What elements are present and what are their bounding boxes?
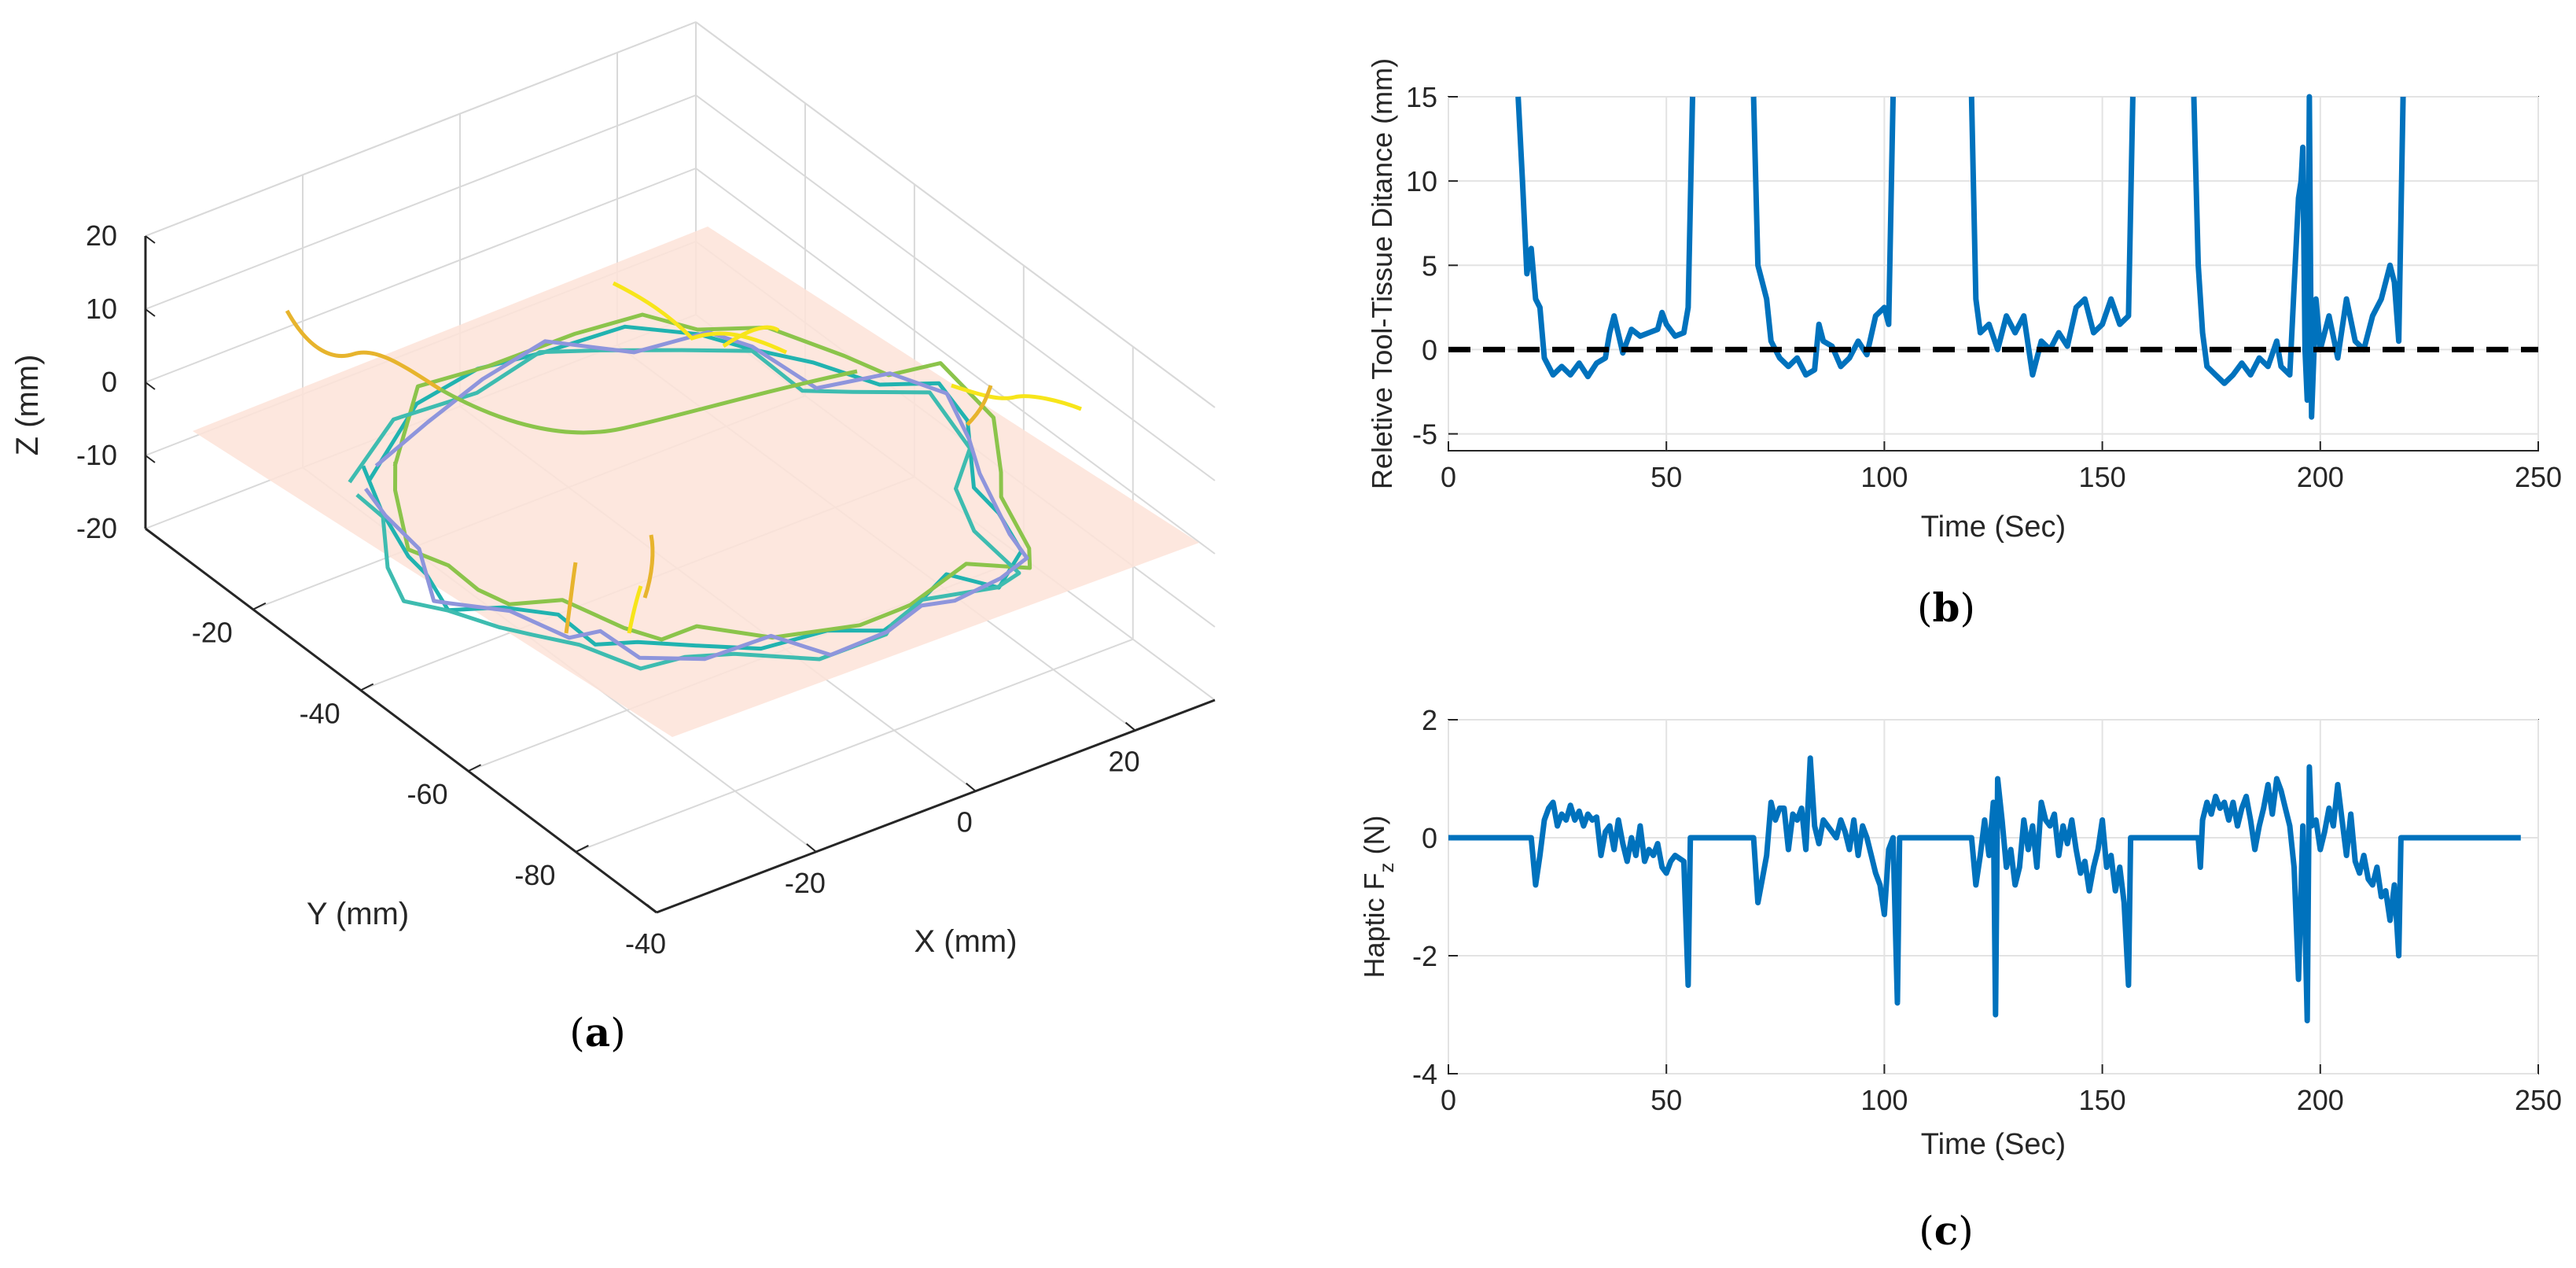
panel-a-zgrid-left [145, 168, 697, 383]
panel-a-zgrid-right [695, 168, 1216, 555]
panel-a-ztick-mark [145, 382, 156, 390]
panel-a-trajectory-pass-2 [392, 312, 1032, 642]
panel-a-tool-excursion [722, 325, 780, 348]
panel-a-ztick-label: 20 [86, 219, 117, 252]
panel-a-tool-excursion [285, 309, 442, 392]
panel-c-xtick-label: 100 [1860, 1084, 1908, 1116]
panel-a-ytick-mark [252, 602, 267, 610]
panel-c-xlabel: Time (Sec) [1921, 1128, 2066, 1161]
panel-a-tool-excursion [951, 383, 1082, 411]
panel-b-series-distance-segment-4 [2191, 94, 2406, 420]
panel-b-series [1448, 94, 2538, 420]
panel-c-xtick-label: 250 [2515, 1084, 2562, 1116]
panel-b-ylabel: Reletive Tool-Tissue Ditance (mm) [1366, 58, 1398, 489]
panel-a-ytick-label: -20 [192, 617, 233, 649]
panel-a-ztick-label: -20 [76, 512, 117, 544]
panel-c-ylabel: Haptic Fz (N) [1358, 815, 1398, 978]
panel-a-ztick-mark [145, 235, 156, 244]
panel-c-ylabel-main: Haptic F [1358, 872, 1390, 978]
panel-a-ytick-label: -80 [514, 859, 555, 891]
panel-a-ytick-mark [575, 845, 589, 853]
panel-c-ylabel-tail: (N) [1358, 815, 1390, 862]
panel-c-series [1448, 755, 2521, 1023]
panel-b-ytick-label: 10 [1406, 165, 1437, 197]
panel-b-caption: (b) [1917, 584, 1975, 631]
panel-c-ytick-label: -2 [1412, 940, 1437, 972]
panel-a-box-top-right [695, 21, 1216, 408]
panel-b-ytick-label: -5 [1412, 418, 1437, 451]
panel-a-ytick-mark [468, 764, 481, 772]
panel-c-ytick-label: 0 [1422, 822, 1437, 854]
panel-a-box-top-left [145, 21, 697, 237]
panel-b-xtick-label: 0 [1441, 461, 1456, 493]
panel-c-ytick-label: -4 [1412, 1058, 1437, 1090]
panel-a-trajectory-pass-3 [348, 348, 1021, 671]
panel-a-xtick-label: 0 [957, 806, 973, 839]
panel-a-tick-labels: 20 10 0 -10 -20 -20 -40 -60 -80 -40 -20 0 20 [76, 219, 1140, 960]
panel-a-xtick-mark [966, 782, 977, 792]
panel-b-xlabel: Time (Sec) [1921, 511, 2066, 544]
panel-c-force-chart: 0 50 100 150 200 250 2 0 -2 -4 Time (Sec) Haptic … [1358, 704, 2562, 1254]
panel-c-xtick-label: 200 [2297, 1084, 2344, 1116]
panel-a-tool-excursion [627, 585, 643, 634]
panel-a-ztick-label: 10 [86, 293, 117, 325]
panel-b-series-distance-segment-2 [1750, 96, 1896, 378]
panel-a-ztick-label: -10 [76, 439, 117, 471]
panel-a-tool-excursion [564, 562, 578, 634]
panel-a-ztick-mark [145, 308, 156, 317]
panel-a-xtick-label: -20 [785, 867, 826, 899]
panel-a-tool-excursion [642, 534, 655, 599]
panel-c-xtick-label: 150 [2079, 1084, 2126, 1116]
panel-b-ytick-label: 5 [1422, 249, 1437, 282]
panel-c-tick-labels: 0 50 100 150 200 250 2 0 -2 -4 [1412, 704, 2562, 1116]
panel-c-series-force [1448, 755, 2521, 1023]
panel-a-y-axis [145, 527, 657, 914]
panel-b-xtick-label: 100 [1860, 461, 1908, 493]
panel-a-tool-excursion [439, 369, 858, 435]
panel-a-ztick-mark [145, 455, 156, 463]
panel-a-xtick-mark [1124, 721, 1136, 732]
panel-a-zgrid-left [145, 94, 697, 310]
panel-a-ygrid-floor [576, 638, 1134, 853]
panel-a-xtick-mark [806, 843, 817, 853]
panel-a-tool-excursion [966, 385, 993, 426]
panel-a-tool-excursion [612, 281, 788, 355]
panel-a-xtick-mark [646, 904, 657, 913]
panel-c-caption: (c) [1919, 1207, 1973, 1254]
panel-a-xtick-label: -40 [625, 927, 666, 960]
panel-a-ytick-label: -40 [300, 697, 340, 729]
panel-a-ytick-mark [360, 683, 374, 691]
panel-a-trajectory [285, 281, 1082, 671]
panel-a-x-axis [656, 699, 1216, 914]
panel-b-plot-area [1448, 96, 2539, 452]
panel-b-xtick-label: 150 [2079, 461, 2126, 493]
panel-b-series-distance-segment-1 [1515, 96, 1695, 380]
panel-b-ytick-label: 15 [1406, 81, 1437, 113]
panel-c-xtick-label: 50 [1650, 1084, 1682, 1116]
panel-a-zlabel: Z (mm) [10, 355, 45, 456]
panel-a-caption: (a) [569, 1009, 625, 1056]
panel-b-xtick-label: 50 [1650, 461, 1682, 493]
panel-a-ztick-mark [145, 528, 156, 536]
panel-a-tissue-plane [193, 227, 1199, 737]
panel-a-ztick-label: 0 [101, 366, 117, 398]
panel-c-xtick-label: 0 [1441, 1084, 1456, 1116]
panel-b-xtick-label: 200 [2297, 461, 2344, 493]
panel-b-ytick-label: 0 [1422, 334, 1437, 366]
panel-a-ytick-label: -60 [407, 778, 447, 810]
panel-a-ylabel: Y (mm) [307, 897, 409, 931]
panel-a-xtick-label: 20 [1109, 746, 1140, 778]
panel-a-xlabel: X (mm) [914, 924, 1017, 959]
panel-c-ytick-label: 2 [1422, 704, 1437, 736]
panel-a-axes [144, 235, 1216, 914]
panel-c-ylabel-sub: z [1374, 862, 1398, 872]
panel-b-xtick-label: 250 [2515, 461, 2562, 493]
panel-a-zgrid-right [695, 94, 1216, 481]
